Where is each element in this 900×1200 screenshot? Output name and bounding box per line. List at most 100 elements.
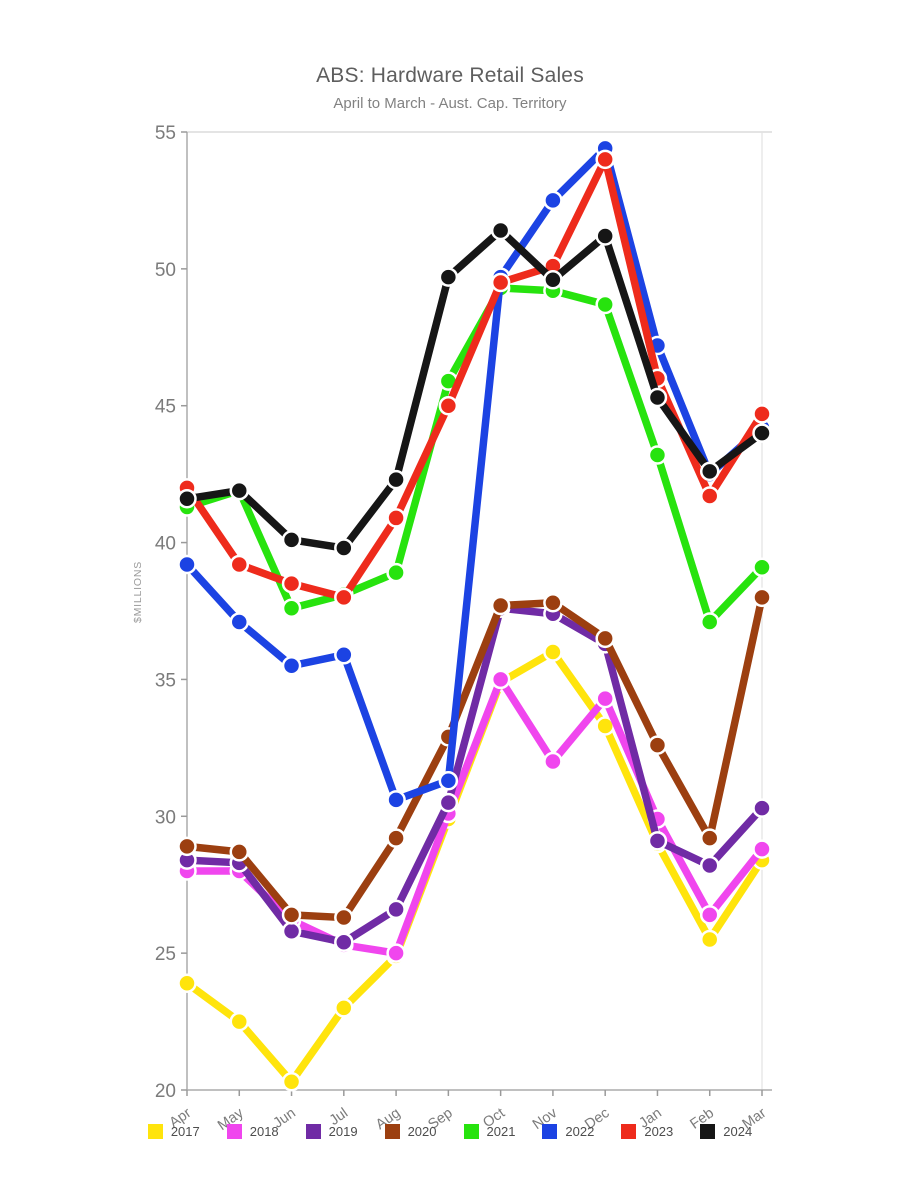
series-2017-marker-Nov xyxy=(543,642,563,662)
legend-swatch-2017 xyxy=(147,1124,163,1139)
series-2020-marker-Nov xyxy=(543,593,563,613)
legend-item-2020[interactable]: 2020 xyxy=(384,1124,437,1139)
series-2024-marker-Sep xyxy=(438,267,459,287)
series-2024-marker-Oct xyxy=(490,220,511,241)
series-2019-marker-Jan xyxy=(647,831,668,851)
chart-subtitle: April to March - Aust. Cap. Territory xyxy=(333,95,567,112)
series-2023-marker-Aug xyxy=(386,508,406,528)
series-2017-marker-Apr xyxy=(177,973,197,994)
series-2017-marker-Feb xyxy=(699,929,720,950)
series-2021-marker-Aug xyxy=(386,562,406,583)
series-2020-line xyxy=(183,593,766,922)
y-tick-label: 55 xyxy=(155,123,176,144)
series-2024-marker-Aug xyxy=(386,469,406,490)
series-2018-marker-Dec xyxy=(595,688,615,709)
legend-item-2017[interactable]: 2017 xyxy=(147,1124,200,1139)
legend-swatch-2021 xyxy=(463,1124,479,1139)
legend-label: 2019 xyxy=(328,1124,358,1139)
series-2024-marker-Feb xyxy=(699,461,720,482)
series-2018-marker-Aug xyxy=(386,943,406,963)
legend-swatch-2018 xyxy=(226,1124,242,1139)
legend-label: 2021 xyxy=(486,1124,516,1139)
series-2019-marker-Feb xyxy=(699,855,720,876)
series-2022-line xyxy=(183,144,766,804)
legend-swatch-2023 xyxy=(621,1124,637,1139)
series-2024-marker-Jun xyxy=(281,530,302,550)
series-2019-marker-Sep xyxy=(438,792,459,813)
series-2020-marker-Feb xyxy=(699,828,720,848)
series-2024 xyxy=(177,220,772,558)
series-2018-marker-Mar xyxy=(752,839,772,859)
legend-item-2018[interactable]: 2018 xyxy=(226,1124,279,1139)
series-2023-marker-May xyxy=(229,554,250,575)
series-2019-marker-Mar xyxy=(752,798,772,818)
legend-label: 2020 xyxy=(407,1124,437,1139)
series-2022-marker-Nov xyxy=(543,190,563,211)
series-2020-marker-Aug xyxy=(386,828,406,848)
chart-legend: 2017 2018 2019 2020 2021 2022 2023 2024 xyxy=(0,1124,900,1139)
legend-item-2024[interactable]: 2024 xyxy=(700,1124,752,1139)
series-2024-marker-Jul xyxy=(334,538,354,558)
series-2019 xyxy=(177,598,772,952)
legend-item-2022[interactable]: 2022 xyxy=(542,1124,594,1139)
series-2017-marker-Jun xyxy=(281,1072,302,1092)
legend-label: 2024 xyxy=(723,1124,753,1139)
series-2023-marker-Mar xyxy=(752,404,772,424)
series-2020-marker-Mar xyxy=(752,587,772,608)
series-2021-marker-Jun xyxy=(281,598,302,619)
series-2022-marker-Aug xyxy=(386,790,406,810)
series-2018-marker-Oct xyxy=(490,669,511,690)
series-2020-marker-Jan xyxy=(647,735,668,755)
series-2018-marker-Nov xyxy=(543,751,563,772)
series-2020-marker-Oct xyxy=(490,595,511,616)
y-tick-label: 30 xyxy=(155,807,176,828)
series-2020 xyxy=(177,587,772,928)
y-tick-label: 35 xyxy=(155,670,176,691)
series-2024-marker-Apr xyxy=(177,489,197,509)
series-2024-marker-Nov xyxy=(543,270,563,290)
series-2023-marker-Dec xyxy=(595,149,615,170)
series-2022-marker-Sep xyxy=(438,770,459,791)
series-2024-marker-Dec xyxy=(595,226,615,246)
legend-swatch-2024 xyxy=(700,1124,716,1139)
legend-item-2023[interactable]: 2023 xyxy=(621,1124,673,1139)
y-tick-label: 45 xyxy=(155,397,176,418)
series-2021-marker-Feb xyxy=(699,612,720,632)
legend-swatch-2022 xyxy=(542,1124,558,1139)
series-2024-line xyxy=(183,226,766,552)
legend-label: 2017 xyxy=(170,1124,200,1139)
series-2018-marker-Feb xyxy=(699,905,720,925)
series-2017-marker-May xyxy=(229,1011,250,1032)
y-tick-label: 50 xyxy=(155,260,176,281)
series-2017-marker-Jul xyxy=(334,998,354,1018)
series-2019-marker-Aug xyxy=(386,899,406,920)
y-tick-label: 40 xyxy=(155,534,176,555)
series-2020-marker-Apr xyxy=(177,836,197,857)
legend-item-2019[interactable]: 2019 xyxy=(305,1124,358,1139)
series-2021-marker-Jan xyxy=(647,445,668,465)
series-2020-marker-Jun xyxy=(281,905,302,925)
y-tick-label: 25 xyxy=(155,944,176,965)
legend-label: 2022 xyxy=(565,1124,595,1139)
series-2022-marker-Apr xyxy=(177,554,197,575)
legend-swatch-2019 xyxy=(305,1124,321,1139)
series-2020-marker-May xyxy=(229,842,250,862)
series-2021-marker-Dec xyxy=(595,294,615,315)
series-2024-marker-Jan xyxy=(647,387,668,408)
legend-swatch-2020 xyxy=(384,1124,400,1139)
legend-item-2021[interactable]: 2021 xyxy=(463,1124,516,1139)
series-2020-marker-Dec xyxy=(595,628,615,649)
series-2024-marker-Mar xyxy=(752,423,772,443)
y-axis-title: $MILLIONS xyxy=(132,561,144,623)
series-2024-marker-May xyxy=(229,480,250,501)
y-tick-label: 20 xyxy=(155,1081,176,1102)
legend-label: 2023 xyxy=(644,1124,674,1139)
series-2023-marker-Oct xyxy=(490,272,511,293)
series-2021-marker-Mar xyxy=(752,557,772,577)
series-2023-marker-Jun xyxy=(281,573,302,594)
series-2022-marker-Jun xyxy=(281,655,302,676)
series-2022-marker-Jul xyxy=(334,645,354,665)
series-2019-marker-Jun xyxy=(281,921,302,941)
